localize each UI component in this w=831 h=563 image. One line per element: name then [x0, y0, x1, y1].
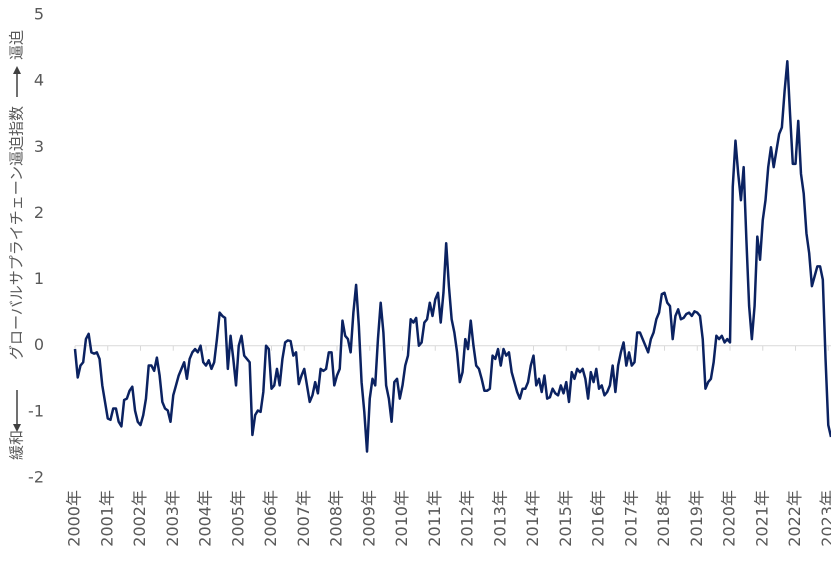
y-tick-label: 5 [34, 5, 44, 24]
x-tick-label: 2022年 [785, 490, 804, 547]
y-axis-label: 緩和 グローバルサプライチェーン逼迫指数 逼迫 [8, 30, 26, 460]
x-tick-label: 2001年 [97, 490, 116, 547]
x-tick-label: 2010年 [392, 490, 411, 547]
x-tick-label: 2021年 [752, 490, 771, 547]
x-tick-label: 2003年 [163, 490, 182, 547]
x-tick-label: 2000年 [65, 490, 84, 547]
x-tick-label: 2012年 [458, 490, 477, 547]
x-tick-label: 2009年 [359, 490, 378, 547]
y-tick-label: -1 [28, 401, 44, 420]
y-tick-label: 1 [34, 269, 44, 288]
x-tick-label: 2015年 [556, 490, 575, 547]
x-tick-label: 2017年 [621, 490, 640, 547]
arrow-head [13, 66, 21, 74]
x-tick-label: 2018年 [654, 490, 673, 547]
y-tick-label: -2 [28, 468, 44, 487]
y-tick-label: 3 [34, 137, 44, 156]
x-tick-label: 2007年 [294, 490, 313, 547]
x-tick-label: 2016年 [589, 490, 608, 547]
x-tick-label: 2013年 [490, 490, 509, 547]
y-label-low: 緩和 [8, 430, 26, 460]
arrow-head [13, 424, 21, 432]
y-tick-label: 4 [34, 71, 44, 90]
x-tick-label: 2020年 [720, 490, 739, 547]
y-label: グローバルサプライチェーン逼迫指数 [8, 106, 26, 360]
x-tick-label: 2011年 [425, 490, 444, 547]
x-tick-label: 2023年 [818, 490, 831, 547]
y-label-high: 逼迫 [8, 30, 26, 60]
x-tick-label: 2005年 [228, 490, 247, 547]
x-tick-label: 2008年 [327, 490, 346, 547]
series-line [73, 60, 831, 453]
x-tick-label: 2006年 [261, 490, 280, 547]
y-tick-label: 2 [34, 203, 44, 222]
x-tick-label: 2002年 [130, 490, 149, 547]
y-tick-label: 0 [34, 335, 44, 354]
x-tick-label: 2019年 [687, 490, 706, 547]
x-tick-label: 2014年 [523, 490, 542, 547]
x-tick-label: 2004年 [196, 490, 215, 547]
